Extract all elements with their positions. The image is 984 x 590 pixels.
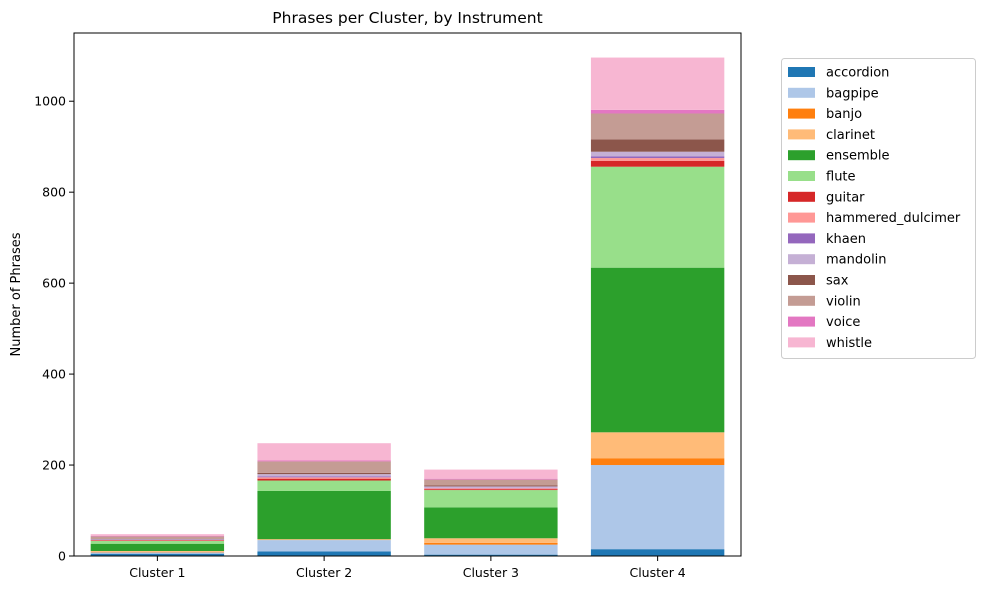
x-tick-label: Cluster 2 [296,565,352,580]
legend-label-khaen: khaen [826,232,866,247]
bar-clarinet-4 [590,432,725,459]
bar-guitar-4 [590,160,725,167]
bar-sax-3 [424,485,558,487]
legend-label-whistle: whistle [826,336,872,351]
y-tick-label: 400 [42,367,66,382]
bar-flute-2 [257,480,391,491]
legend-label-banjo: banjo [826,107,862,122]
bar-mandolin-2 [257,474,391,477]
bar-clarinet-1 [90,551,225,552]
legend-label-violin: violin [826,294,861,309]
legend-label-hammered_dulcimer: hammered_dulcimer [826,211,961,226]
bar-clarinet-2 [257,539,391,541]
legend-swatch-guitar [788,191,815,202]
legend-label-clarinet: clarinet [826,128,875,143]
bar-guitar-3 [424,489,558,491]
legend-label-sax: sax [826,274,849,289]
bar-sax-4 [590,139,725,152]
bar-violin-4 [590,113,725,140]
y-axis: 0 200 400 600 800 1000 [34,94,74,564]
bar-flute-4 [590,166,725,268]
bar-mandolin-3 [424,486,558,488]
legend-swatch-voice [788,316,815,327]
legend-label-voice: voice [826,315,860,330]
y-tick-label: 800 [42,185,66,200]
plot-frame [73,32,742,557]
legend-swatch-banjo [788,108,815,119]
y-tick-label: 0 [58,549,66,564]
bar-hammered_dulcimer-4 [590,158,725,161]
legend-swatch-whistle [788,337,815,348]
bar-hammered_dulcimer-2 [257,477,391,479]
legend-swatch-mandolin [788,254,815,265]
bar-bagpipe-3 [424,544,558,555]
legend-swatch-khaen [788,233,815,244]
bar-voice-2 [257,460,391,462]
bar-accordion-1 [90,553,225,556]
bar-whistle-4 [590,57,725,110]
bar-bagpipe-1 [90,552,225,554]
y-axis-title: Number of Phrases [9,232,24,356]
bar-accordion-2 [257,551,391,556]
bar-ensemble-1 [90,543,225,551]
bar-flute-1 [90,540,225,544]
bar-hammered_dulcimer-3 [424,488,558,490]
legend-label-guitar: guitar [826,190,865,205]
bar-banjo-4 [590,458,725,466]
bar-ensemble-4 [590,267,725,433]
bar-whistle-2 [257,443,391,461]
bar-guitar-2 [257,478,391,481]
legend-swatch-flute [788,171,815,181]
chart-title: Phrases per Cluster, by Instrument [272,9,542,27]
legend-swatch-clarinet [788,129,815,140]
bar-violin-2 [257,461,391,473]
bar-mandolin-4 [590,151,725,157]
y-tick-label: 200 [42,458,66,473]
bar-accordion-4 [590,549,725,556]
legend-label-accordion: accordion [826,66,889,81]
bar-bagpipe-2 [257,540,391,552]
legend-swatch-hammered_dulcimer [788,212,815,223]
bar-bagpipe-4 [590,465,725,550]
bar-violin-1 [90,536,225,539]
bar-ensemble-3 [424,507,558,539]
legend-swatch-violin [788,295,815,306]
legend-swatch-bagpipe [788,87,815,98]
bar-ensemble-2 [257,490,391,540]
x-axis: Cluster 1 Cluster 2 Cluster 3 Cluster 4 [129,556,686,580]
legend-swatch-sax [788,275,815,285]
legend-label-mandolin: mandolin [826,253,887,268]
x-tick-label: Cluster 3 [463,565,519,580]
legend-label-ensemble: ensemble [826,149,890,164]
legend-label-flute: flute [826,170,856,185]
legend: accordion bagpipe banjo clarinet ensemble flu… [781,58,976,359]
bar-voice-3 [424,478,558,480]
bars-layer [90,57,725,556]
bar-clarinet-3 [424,538,558,543]
y-tick-label: 600 [42,276,66,291]
bar-flute-3 [424,490,558,508]
legend-label-bagpipe: bagpipe [826,86,879,101]
bar-whistle-3 [424,469,558,479]
legend-swatch-accordion [788,67,815,77]
x-tick-label: Cluster 1 [129,565,185,580]
bar-whistle-1 [90,534,225,536]
bar-khaen-2 [257,476,391,478]
legend-swatch-ensemble [788,150,815,161]
legend-frame [781,58,976,359]
bar-banjo-3 [424,542,558,545]
bar-voice-4 [590,109,725,114]
bar-accordion-3 [424,554,558,556]
y-tick-label: 1000 [34,94,66,109]
bar-violin-3 [424,479,558,486]
x-tick-label: Cluster 4 [629,565,685,580]
bar-sax-2 [257,472,391,475]
bar-khaen-4 [590,156,725,159]
